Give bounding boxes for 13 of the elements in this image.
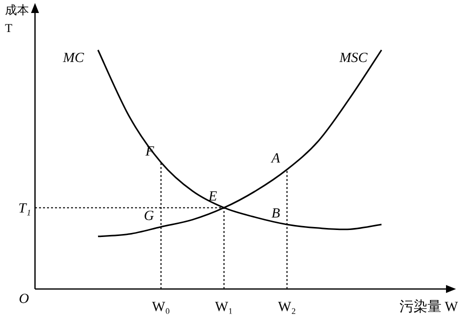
x-axis-title: 污染量 W [399, 299, 459, 315]
annotation: A [270, 152, 280, 166]
annotation: E [207, 190, 218, 205]
text: O [18, 292, 29, 307]
series-label: MC [62, 51, 85, 66]
x-tick-label: W₀ [152, 300, 170, 315]
series-label: MSC [338, 51, 368, 66]
y-axis-title: 成本 T [5, 3, 29, 35]
x-tick-label: W₂ [278, 300, 296, 315]
annotation: G [144, 208, 154, 224]
annotation: B [271, 206, 280, 222]
x-tick-label: W₁ [214, 300, 234, 315]
ref-line-label: T₁ [18, 202, 31, 217]
